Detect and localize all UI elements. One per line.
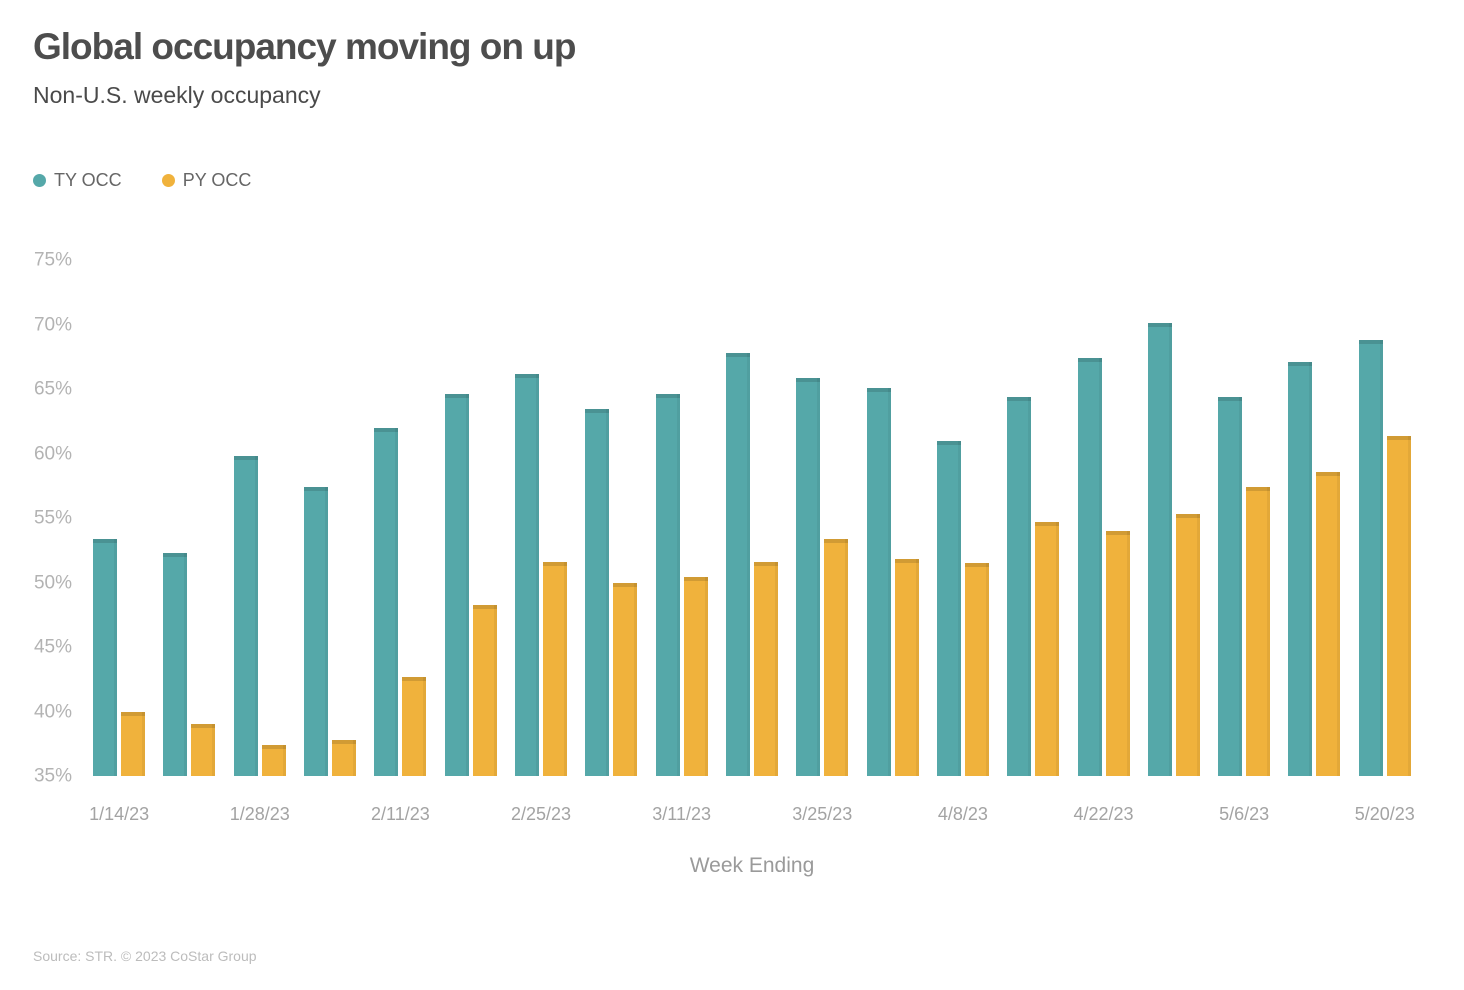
x-tick-label: [998, 804, 1068, 825]
ty-occ-bar: [1218, 396, 1243, 776]
x-tick-label: [295, 804, 365, 825]
py-series-dot-icon: [161, 174, 175, 187]
bar-group: [506, 228, 576, 776]
py-occ-bar: [964, 563, 989, 776]
y-tick-label: 50%: [33, 572, 72, 594]
y-tick-label: 45%: [33, 636, 72, 658]
x-tick-label: 5/6/23: [1219, 804, 1270, 824]
chart-subtitle: Non-U.S. weekly occupancy: [33, 82, 321, 108]
bar-group: [365, 228, 435, 776]
x-axis-labels: 1/14/23 1/28/23 2/11/23 2/25/23 3/11/23 3/25/…: [84, 804, 1420, 825]
py-occ-bar: [1035, 522, 1060, 776]
ty-occ-bar: [233, 456, 258, 776]
x-tick-label: [857, 804, 927, 825]
y-tick-label: 60%: [33, 443, 72, 465]
py-occ-bar: [824, 538, 849, 776]
legend-item-py: PY OCC: [161, 170, 252, 191]
y-tick-label: 70%: [33, 314, 72, 336]
py-occ-bar: [543, 561, 568, 776]
ty-occ-bar: [585, 408, 610, 776]
bar-group: [998, 228, 1068, 776]
py-occ-bar: [261, 745, 286, 776]
x-tick-label: [1139, 804, 1209, 825]
ty-occ-bar: [304, 487, 329, 776]
x-tick-label: 1/28/23: [229, 804, 290, 824]
ty-occ-bar: [936, 440, 961, 776]
legend-label-py: PY OCC: [182, 170, 252, 190]
py-occ-bar: [683, 577, 708, 776]
bar-group: [647, 228, 717, 776]
x-tick-label: [576, 804, 646, 825]
bar-group: [787, 228, 857, 776]
ty-occ-bar: [444, 394, 469, 776]
bar-group: [154, 228, 224, 776]
x-tick-label: 1/14/23: [89, 804, 150, 824]
x-tick-label: [436, 804, 506, 825]
legend-item-ty: TY OCC: [33, 170, 122, 191]
ty-occ-bar: [1007, 396, 1032, 776]
x-tick-label: 2/25/23: [511, 804, 572, 824]
py-occ-bar: [1175, 514, 1200, 776]
y-tick-label: 75%: [33, 249, 72, 271]
y-tick-label: 40%: [33, 701, 72, 723]
ty-occ-bar: [655, 394, 680, 776]
x-tick-label: 2/11/23: [371, 804, 430, 824]
py-occ-bar: [753, 561, 778, 776]
ty-occ-bar: [1147, 323, 1172, 776]
ty-occ-bar: [93, 538, 118, 776]
bar-group: [717, 228, 787, 776]
chart-title: Global occupancy moving on up: [33, 26, 576, 67]
plot-area: [84, 228, 1420, 776]
x-tick-label: 4/22/23: [1073, 804, 1134, 824]
bar-group: [928, 228, 998, 776]
py-occ-bar: [472, 604, 497, 776]
ty-occ-bar: [725, 353, 750, 776]
py-occ-bar: [121, 711, 146, 776]
ty-occ-bar: [374, 427, 399, 776]
py-occ-bar: [1246, 487, 1271, 776]
ty-occ-bar: [796, 377, 821, 776]
x-tick-label: 5/20/23: [1354, 804, 1415, 824]
bar-group: [1350, 228, 1420, 776]
ty-occ-bar: [163, 552, 188, 776]
py-occ-bar: [191, 724, 216, 776]
x-tick-label: 3/25/23: [792, 804, 853, 824]
bar-group: [857, 228, 927, 776]
x-tick-label: 3/11/23: [652, 804, 712, 824]
py-occ-bar: [894, 559, 919, 776]
py-occ-bar: [1105, 531, 1130, 776]
legend: TY OCC PY OCC: [33, 170, 251, 191]
ty-occ-bar: [1077, 358, 1102, 776]
ty-occ-bar: [866, 387, 891, 776]
x-tick-label: 4/8/23: [937, 804, 988, 824]
bar-group: [436, 228, 506, 776]
x-tick-label: [154, 804, 224, 825]
py-occ-bar: [332, 739, 357, 776]
ty-occ-bar: [515, 373, 540, 776]
y-tick-label: 35%: [33, 765, 72, 787]
bar-group: [576, 228, 646, 776]
x-tick-label: [717, 804, 787, 825]
bar-group: [1279, 228, 1349, 776]
source-note: Source: STR. © 2023 CoStar Group: [33, 948, 257, 964]
y-tick-label: 65%: [33, 378, 72, 400]
bar-group: [1139, 228, 1209, 776]
bar-group: [84, 228, 154, 776]
y-axis: 35% 40% 45% 50% 55% 60% 65% 70% 75%: [28, 228, 72, 786]
bar-group: [295, 228, 365, 776]
ty-occ-bar: [1358, 340, 1383, 776]
bar-group: [1209, 228, 1279, 776]
py-occ-bar: [402, 676, 427, 776]
py-occ-bar: [1386, 435, 1411, 776]
y-tick-label: 55%: [33, 507, 72, 529]
bar-group: [1068, 228, 1138, 776]
bar-group: [225, 228, 295, 776]
legend-label-ty: TY OCC: [54, 170, 122, 190]
x-axis-title: Week Ending: [689, 854, 815, 877]
x-tick-label: [1279, 804, 1349, 825]
ty-series-dot-icon: [33, 174, 46, 187]
ty-occ-bar: [1288, 362, 1313, 776]
py-occ-bar: [613, 582, 638, 776]
py-occ-bar: [1316, 471, 1341, 776]
